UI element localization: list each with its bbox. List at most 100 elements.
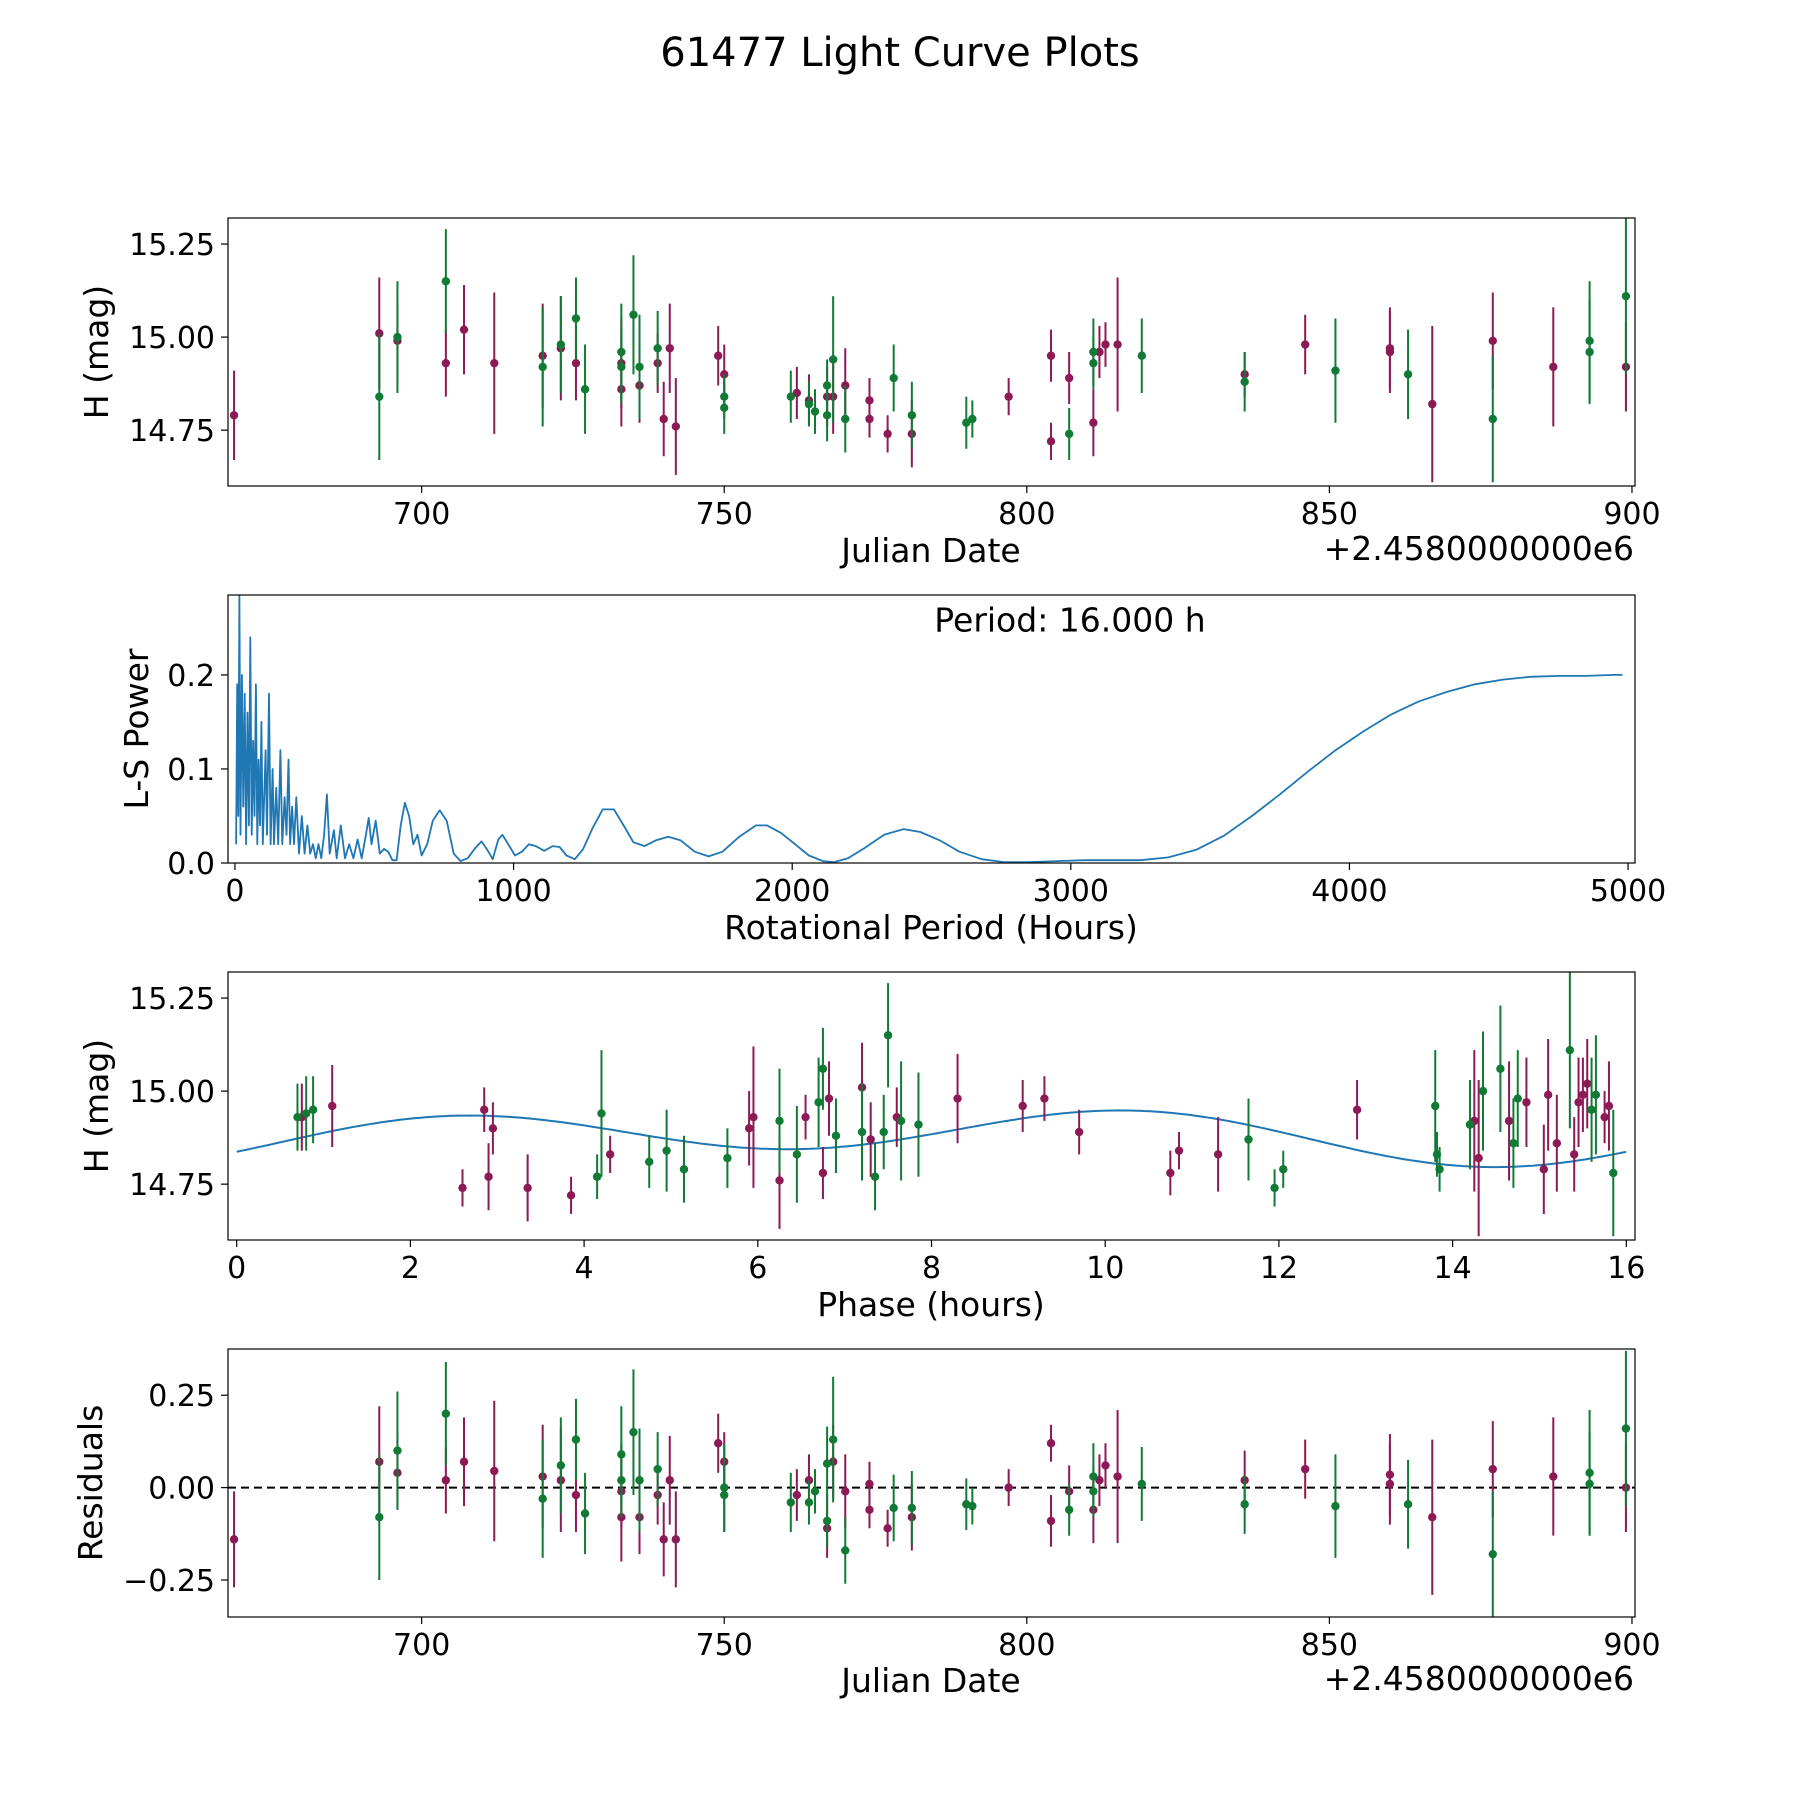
phased-green-point <box>792 1150 802 1159</box>
periodogram-ticks: 0 1000 2000 3000 4000 5000 0.0 0.1 0.2 <box>167 659 1666 909</box>
phased-green-point <box>879 1127 888 1137</box>
phased-green-point <box>1509 1139 1518 1148</box>
phased-purple-point <box>1570 1150 1579 1159</box>
residuals-purple-point <box>1101 1461 1110 1470</box>
figure-title: 61477 Light Curve Plots <box>660 30 1139 76</box>
phased-purple-point <box>1018 1101 1027 1111</box>
residuals-green-point <box>804 1498 814 1507</box>
lightcurve-green-point <box>1240 377 1249 386</box>
residuals-green-point <box>1488 1549 1497 1559</box>
residuals-offset-label: +2.4580000000e6 <box>1324 1659 1634 1698</box>
lightcurve-green-point <box>635 362 644 372</box>
lightcurve-green-point <box>538 362 547 372</box>
phased-xtick-label: 6 <box>748 1251 767 1286</box>
residuals-green-point <box>1331 1501 1340 1511</box>
phased-purple-point <box>1522 1098 1531 1107</box>
phased-model-curve <box>236 1109 1627 1169</box>
phased-purple-point <box>484 1172 493 1181</box>
phased-green-point <box>592 1172 602 1181</box>
residuals-purple-point <box>1113 1472 1122 1481</box>
phased-purple-point <box>953 1094 962 1103</box>
lightcurve-xtick-label: 700 <box>393 497 450 532</box>
phased-xtick-label: 4 <box>575 1251 594 1286</box>
phased-green-point <box>1270 1183 1279 1193</box>
periodogram-xtick-label: 1000 <box>475 874 551 909</box>
lightcurve-green-point <box>720 392 729 401</box>
phased-xtick-label: 2 <box>401 1251 420 1286</box>
lightcurve-ylabel: H (mag) <box>77 285 116 419</box>
phased-purple-point <box>458 1183 467 1193</box>
residuals-purple-point <box>713 1439 723 1448</box>
lightcurve-purple-point <box>1064 373 1074 383</box>
phased-purple-point <box>1604 1101 1614 1111</box>
residuals-xtick-label: 800 <box>998 1628 1055 1663</box>
phased-green-point <box>1591 1090 1601 1100</box>
residuals-purple-point <box>571 1490 581 1500</box>
lightcurve-offset-label: +2.4580000000e6 <box>1324 529 1634 568</box>
lightcurve-purple-point <box>229 411 239 420</box>
phased-purple-point <box>1352 1105 1362 1114</box>
lightcurve-green-point <box>617 347 626 357</box>
lightcurve-purple-point <box>1101 340 1110 349</box>
lightcurve-xtick-label: 750 <box>696 497 753 532</box>
lightcurve-green-point <box>828 355 838 364</box>
residuals-purple-point <box>865 1479 874 1489</box>
phased-purple-point <box>749 1112 758 1122</box>
residuals-green-point <box>617 1476 626 1485</box>
phased-purple-point <box>1574 1098 1583 1107</box>
lightcurve-green-point <box>889 373 898 383</box>
periodogram-annotation: Period: 16.000 h <box>934 601 1205 640</box>
residuals-green-point <box>968 1501 977 1511</box>
phased-green-point <box>1565 1045 1575 1055</box>
residuals-green-point <box>441 1409 451 1418</box>
residuals-purple-point <box>1095 1476 1104 1485</box>
panel-phased: 0 2 4 6 8 10 12 14 16 14.75 15.00 15.25 Phase (hour… <box>77 971 1645 1324</box>
phased-green-point <box>870 1172 880 1181</box>
lightcurve-green-point <box>962 418 971 427</box>
lightcurve-ytick-label: 15.25 <box>129 228 215 263</box>
phased-purple-point <box>1504 1116 1514 1126</box>
residuals-purple-point <box>841 1487 850 1496</box>
lightcurve-axes-frame <box>227 217 1636 487</box>
residuals-purple-point <box>1385 1479 1395 1489</box>
phased-green-point <box>814 1098 823 1107</box>
lightcurve-green-point <box>786 392 795 401</box>
residuals-purple-point <box>1300 1464 1310 1474</box>
residuals-green-point <box>810 1487 820 1496</box>
residuals-green-point <box>1403 1500 1413 1509</box>
residuals-ticks: 700 750 800 850 900 −0.25 0.00 0.25 <box>123 1379 1661 1663</box>
periodogram-xtick-label: 5000 <box>1590 874 1666 909</box>
lightcurve-green-point <box>1585 336 1594 346</box>
phased-purple-point <box>523 1183 532 1193</box>
phased-green-point <box>597 1109 606 1118</box>
periodogram-ytick-label: 0.0 <box>167 847 215 882</box>
periodogram-xtick-label: 3000 <box>1033 874 1109 909</box>
lightcurve-purple-point <box>1046 351 1056 360</box>
phased-xtick-label: 10 <box>1086 1251 1124 1286</box>
periodogram-ytick-label: 0.2 <box>167 659 215 694</box>
residuals-ytick-label: 0.00 <box>148 1472 215 1507</box>
phased-ytick-label: 15.00 <box>129 1075 215 1110</box>
periodogram-ytick-label: 0.1 <box>167 753 215 788</box>
phased-green-point <box>1587 1105 1596 1114</box>
phased-green-point <box>1431 1101 1440 1111</box>
phased-plot-area <box>236 972 1627 1237</box>
lightcurve-ytick-label: 15.00 <box>129 321 215 356</box>
residuals-plot-area <box>228 1350 1635 1617</box>
residuals-xlabel: Julian Date <box>839 1661 1021 1700</box>
residuals-xtick-label: 750 <box>696 1628 753 1663</box>
phased-purple-point <box>775 1176 784 1185</box>
residuals-green-point <box>828 1435 838 1444</box>
residuals-green-point <box>822 1459 832 1468</box>
lightcurve-xtick-label: 900 <box>1603 497 1660 532</box>
lightcurve-purple-point <box>883 429 892 439</box>
periodogram-series-line <box>235 595 1623 863</box>
phased-ticks: 0 2 4 6 8 10 12 14 16 14.75 15.00 15.25 <box>129 982 1645 1286</box>
residuals-xtick-label: 900 <box>1603 1628 1660 1663</box>
panel-periodogram: 0 1000 2000 3000 4000 5000 0.0 0.1 0.2 Period: 1… <box>117 594 1666 947</box>
phased-xtick-label: 8 <box>922 1251 941 1286</box>
phased-green-point <box>896 1116 906 1126</box>
residuals-green-point <box>1585 1479 1594 1489</box>
phased-green-point <box>723 1153 732 1163</box>
